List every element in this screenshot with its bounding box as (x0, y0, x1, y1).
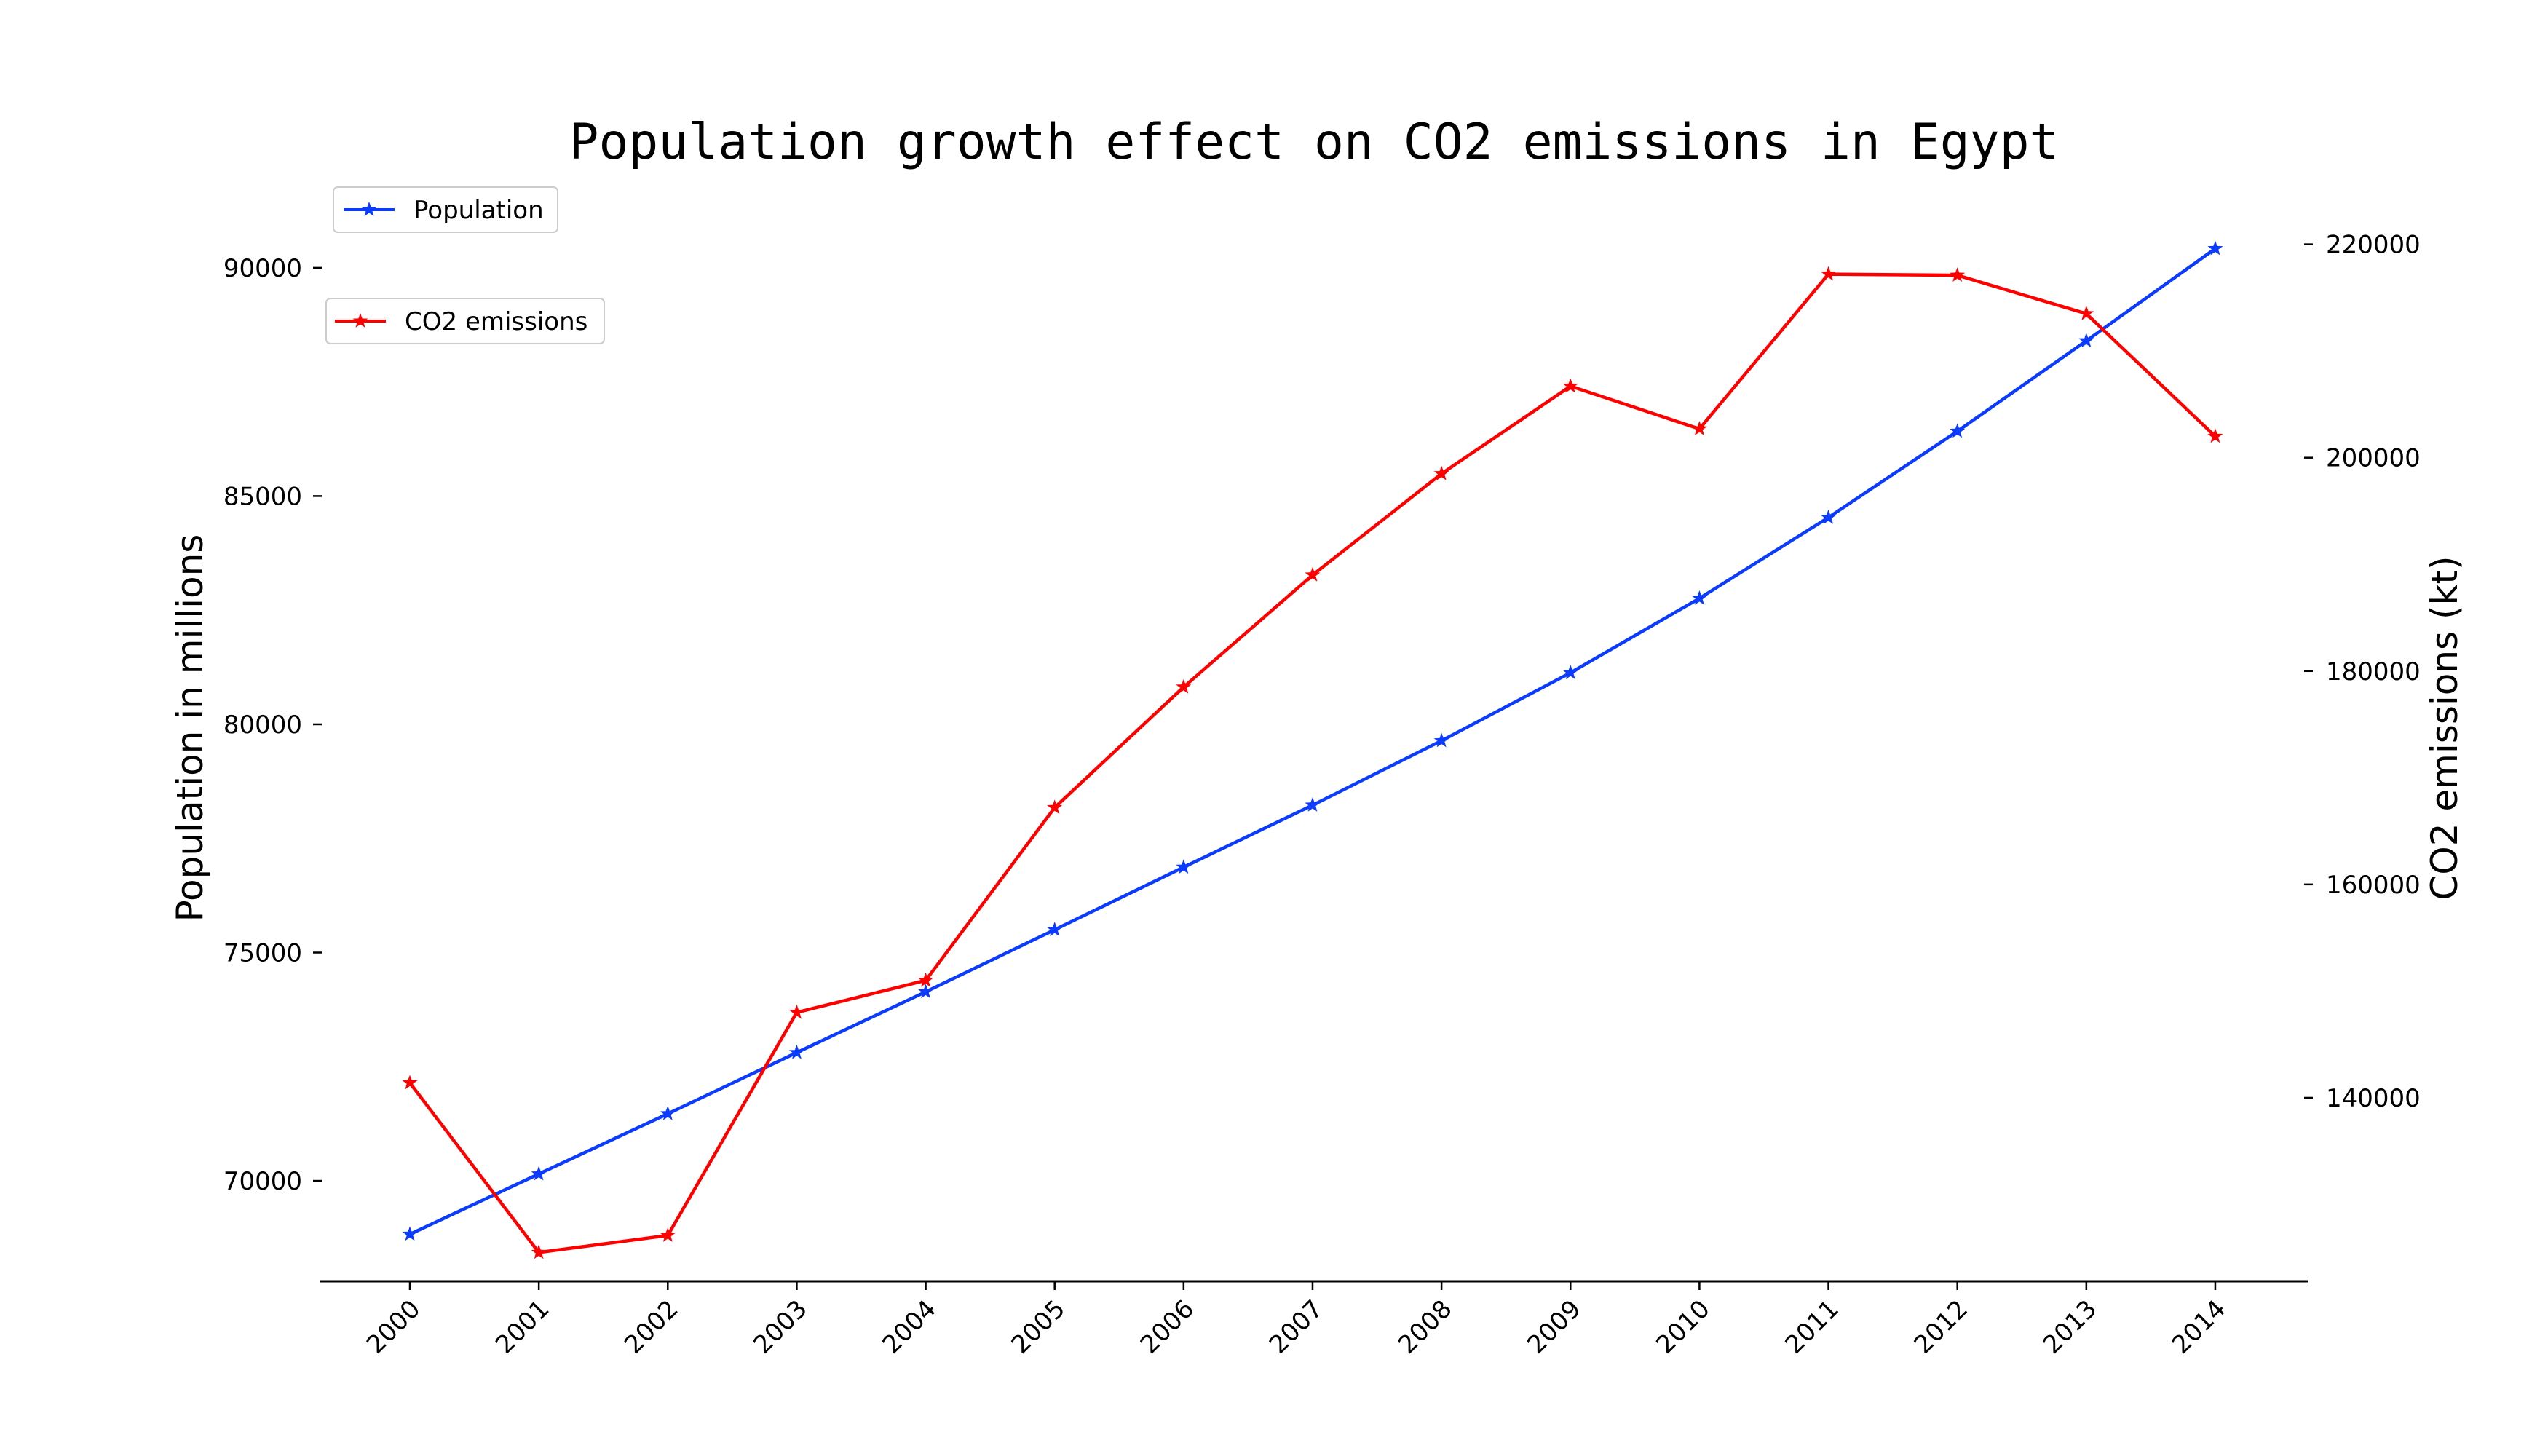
series-line-population (409, 247, 2217, 1236)
left-tick-label: 85000 (223, 482, 302, 511)
legend-population-frame (333, 186, 558, 233)
left-tick-label: 70000 (223, 1167, 302, 1196)
data-point-population (531, 1166, 547, 1181)
data-point-co2 (2207, 428, 2223, 443)
data-point-population (1821, 509, 1836, 524)
left-y-axis: 70000 75000 80000 85000 90000 (223, 254, 322, 1196)
data-point-population (402, 1226, 418, 1241)
left-tick-label: 90000 (223, 254, 302, 283)
x-tick-label: 2012 (1909, 1294, 1974, 1359)
x-tick-label: 2014 (2167, 1294, 2231, 1359)
data-point-co2 (1691, 421, 1707, 435)
x-tick-label: 2003 (748, 1294, 812, 1359)
data-point-population (1433, 732, 1449, 748)
right-tick-label: 140000 (2326, 1084, 2421, 1113)
legend-population-star-icon (361, 202, 377, 216)
data-point-co2 (1821, 266, 1836, 281)
x-tick-label: 2010 (1650, 1294, 1715, 1359)
data-point-co2 (660, 1227, 676, 1242)
left-tick-label: 80000 (223, 711, 302, 740)
data-point-population (660, 1105, 676, 1120)
x-axis: 2000 2001 2002 2003 2004 2005 2006 2007 2008 2009… (361, 1281, 2231, 1360)
data-point-co2 (1305, 566, 1321, 582)
data-point-co2 (1176, 678, 1192, 694)
x-tick-label: 2009 (1522, 1294, 1586, 1359)
x-tick-label: 2008 (1393, 1294, 1457, 1359)
chart-title: Population growth effect on CO2 emission… (569, 114, 2060, 171)
x-tick-label: 2001 (490, 1294, 555, 1359)
data-point-population (1305, 797, 1321, 812)
data-point-co2 (1433, 465, 1449, 480)
left-axis-title: Population in millions (169, 534, 211, 922)
series-line-co2 (408, 272, 2217, 1254)
x-tick-label: 2004 (877, 1294, 941, 1359)
data-point-co2 (1047, 799, 1063, 815)
x-tick-label: 2007 (1264, 1294, 1329, 1359)
right-tick-label: 180000 (2326, 657, 2421, 687)
data-point-population (918, 984, 933, 999)
legend-population-label: Population (414, 196, 544, 225)
data-point-population (2207, 240, 2223, 256)
legend-co2-star-icon (352, 313, 368, 328)
data-point-co2 (531, 1244, 547, 1259)
right-axis-title: CO2 emissions (kt) (2424, 555, 2466, 900)
data-point-co2 (1950, 267, 1966, 282)
right-tick-label: 220000 (2326, 231, 2421, 260)
legend-co2: CO2 emissions (325, 298, 605, 344)
data-point-co2 (789, 1004, 804, 1019)
data-point-population (1176, 859, 1192, 874)
left-tick-label: 75000 (223, 939, 302, 968)
right-tick-label: 200000 (2326, 444, 2421, 473)
data-point-co2 (2078, 305, 2094, 320)
series-layer (402, 240, 2223, 1259)
legend-population: Population (333, 186, 558, 233)
data-point-population (1562, 665, 1578, 679)
legend-co2-frame (325, 298, 605, 344)
x-tick-label: 2013 (2038, 1294, 2102, 1359)
data-point-co2 (918, 972, 933, 987)
data-point-population (1691, 590, 1707, 605)
x-tick-label: 2002 (619, 1294, 684, 1359)
data-point-population (1047, 922, 1063, 936)
right-y-axis: 140000 160000 180000 200000 220000 (2304, 231, 2421, 1113)
data-point-population (789, 1044, 804, 1059)
data-point-co2 (1562, 378, 1578, 393)
x-tick-label: 2005 (1006, 1294, 1071, 1359)
x-tick-label: 2000 (361, 1294, 426, 1359)
data-point-population (2078, 333, 2094, 348)
x-tick-label: 2006 (1135, 1294, 1200, 1359)
legend-co2-label: CO2 emissions (405, 307, 587, 336)
data-point-co2 (402, 1075, 418, 1090)
data-point-population (1950, 423, 1966, 438)
x-tick-label: 2011 (1779, 1294, 1844, 1359)
right-tick-label: 160000 (2326, 871, 2421, 900)
